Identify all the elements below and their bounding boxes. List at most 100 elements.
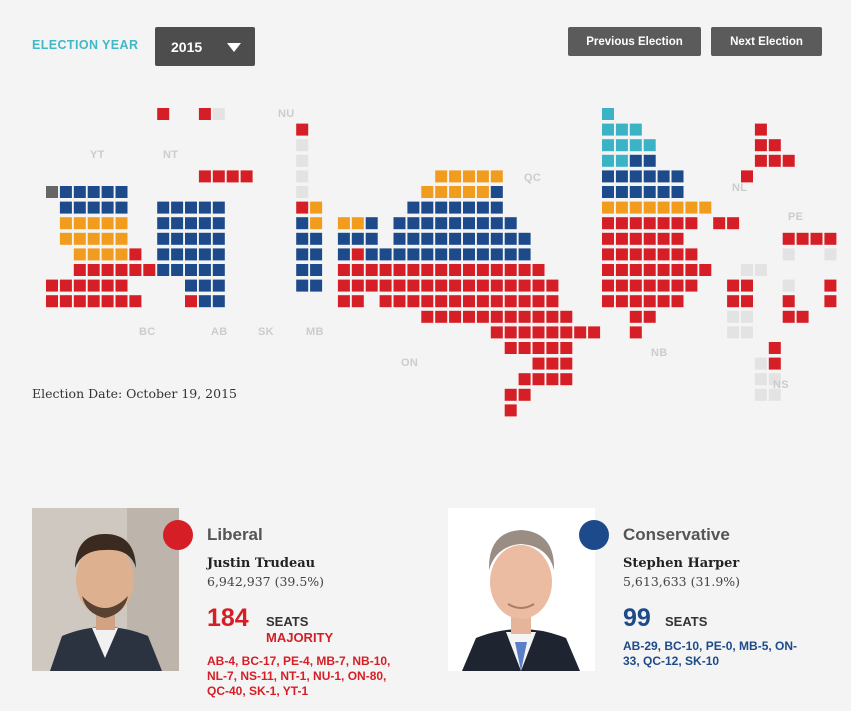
seat-cell xyxy=(296,248,309,261)
seat-cell xyxy=(615,232,628,245)
seat-cell xyxy=(490,248,503,261)
liberal-seat-count: 184 xyxy=(207,604,249,632)
seat-cell xyxy=(73,232,86,245)
seat-cell xyxy=(602,154,614,167)
next-election-button[interactable]: Next Election xyxy=(711,27,822,56)
label-on: ON xyxy=(401,357,419,369)
seat-cell xyxy=(449,232,462,245)
seat-cell xyxy=(727,310,740,323)
seat-cell xyxy=(171,248,184,261)
seat-cell xyxy=(574,326,587,339)
seat-cell xyxy=(754,357,767,370)
seat-cell xyxy=(504,295,517,308)
seat-cell xyxy=(602,186,614,198)
seat-cell xyxy=(421,295,434,308)
seat-cell xyxy=(741,170,753,183)
seat-cell xyxy=(615,201,628,214)
seat-cell xyxy=(741,279,753,292)
seat-cell xyxy=(504,217,517,230)
seat-cell xyxy=(643,154,656,167)
seat-cell xyxy=(87,232,100,245)
seat-cell xyxy=(185,279,197,292)
seat-cell xyxy=(657,279,670,292)
seat-cell xyxy=(671,201,684,214)
seat-cell xyxy=(87,279,100,292)
seat-cell xyxy=(602,123,614,136)
seat-cell xyxy=(407,232,420,245)
seat-cell xyxy=(310,248,323,261)
seat-cell xyxy=(463,310,475,323)
seat-cell xyxy=(657,295,670,308)
seat-cell xyxy=(115,279,128,292)
seat-cell xyxy=(560,342,573,354)
seat-cell xyxy=(337,279,350,292)
seat-cell xyxy=(629,123,642,136)
seat-cell xyxy=(629,279,642,292)
year-dropdown[interactable]: 2015 xyxy=(155,27,255,66)
seat-cell xyxy=(421,186,434,198)
seat-cell xyxy=(449,186,462,198)
seat-cell xyxy=(629,310,642,323)
seat-cell xyxy=(727,326,740,339)
seat-cell xyxy=(101,186,114,198)
seat-cell xyxy=(435,170,448,183)
seat-cell xyxy=(546,310,559,323)
seat-cell xyxy=(198,170,211,183)
seat-cell xyxy=(602,248,614,261)
conservative-leader-photo xyxy=(448,508,595,671)
seat-cell xyxy=(727,279,740,292)
seat-cell xyxy=(421,310,434,323)
seat-cell xyxy=(87,201,100,214)
seat-cell xyxy=(87,186,100,198)
seat-cell xyxy=(421,279,434,292)
seat-cell xyxy=(73,264,86,276)
seat-cell xyxy=(629,326,642,339)
seat-cell xyxy=(407,279,420,292)
seat-cell xyxy=(476,201,489,214)
seat-cell xyxy=(73,279,86,292)
seat-cell xyxy=(101,279,114,292)
year-value: 2015 xyxy=(171,39,203,55)
seat-cell xyxy=(463,279,475,292)
seat-cell xyxy=(393,264,406,276)
seat-cell xyxy=(407,264,420,276)
seat-cell xyxy=(560,373,573,386)
seat-cell xyxy=(782,248,795,261)
seat-cell xyxy=(602,264,614,276)
seat-cell xyxy=(407,217,420,230)
liberal-leader-photo xyxy=(32,508,179,671)
seat-cell xyxy=(629,154,642,167)
seat-cell xyxy=(615,170,628,183)
seat-cell xyxy=(115,248,128,261)
seat-cell xyxy=(435,264,448,276)
seat-cell xyxy=(824,248,837,261)
seat-cell xyxy=(754,373,767,386)
label-nl: NL xyxy=(732,182,748,194)
seat-cell xyxy=(504,388,517,401)
previous-election-button[interactable]: Previous Election xyxy=(568,27,701,56)
seat-cell xyxy=(171,232,184,245)
seat-cell xyxy=(351,232,364,245)
seat-cell xyxy=(504,279,517,292)
seat-cell xyxy=(435,217,448,230)
label-ab: AB xyxy=(211,326,228,338)
seat-cell xyxy=(310,232,323,245)
seat-cell xyxy=(824,232,837,245)
seat-cell xyxy=(518,310,531,323)
seat-cell xyxy=(337,248,350,261)
seat-cell xyxy=(685,248,698,261)
seat-cell xyxy=(476,310,489,323)
seat-cell xyxy=(643,310,656,323)
seat-cell xyxy=(532,279,545,292)
seat-cell xyxy=(198,108,211,120)
seat-cell xyxy=(59,217,72,230)
seat-cell xyxy=(157,217,170,230)
seat-cell xyxy=(671,264,684,276)
seat-cell xyxy=(518,279,531,292)
seat-cell xyxy=(490,295,503,308)
seat-cell xyxy=(546,342,559,354)
seat-cell xyxy=(379,295,392,308)
seat-cell xyxy=(449,201,462,214)
seat-cell xyxy=(365,217,378,230)
label-qc: QC xyxy=(524,172,542,184)
